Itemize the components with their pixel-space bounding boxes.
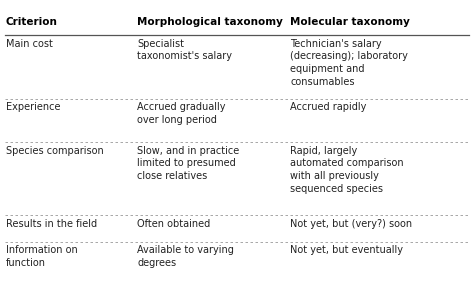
Text: Information on
function: Information on function — [6, 245, 77, 268]
Text: Main cost: Main cost — [6, 39, 53, 49]
Text: Not yet, but eventually: Not yet, but eventually — [291, 245, 403, 256]
Text: Experience: Experience — [6, 102, 60, 112]
Text: Often obtained: Often obtained — [137, 219, 210, 229]
Text: Species comparison: Species comparison — [6, 146, 103, 156]
Text: Slow, and in practice
limited to presumed
close relatives: Slow, and in practice limited to presume… — [137, 146, 239, 181]
Text: Specialist
taxonomist's salary: Specialist taxonomist's salary — [137, 39, 232, 61]
Text: Rapid, largely
automated comparison
with all previously
sequenced species: Rapid, largely automated comparison with… — [291, 146, 404, 194]
Text: Available to varying
degrees: Available to varying degrees — [137, 245, 234, 268]
Text: Accrued rapidly: Accrued rapidly — [291, 102, 367, 112]
Text: Technician's salary
(decreasing); laboratory
equipment and
consumables: Technician's salary (decreasing); labora… — [291, 39, 408, 87]
Text: Not yet, but (very?) soon: Not yet, but (very?) soon — [291, 219, 412, 229]
Text: Criterion: Criterion — [6, 17, 57, 27]
Text: Accrued gradually
over long period: Accrued gradually over long period — [137, 102, 226, 125]
Text: Molecular taxonomy: Molecular taxonomy — [291, 17, 410, 27]
Text: Morphological taxonomy: Morphological taxonomy — [137, 17, 283, 27]
Text: Results in the field: Results in the field — [6, 219, 97, 229]
